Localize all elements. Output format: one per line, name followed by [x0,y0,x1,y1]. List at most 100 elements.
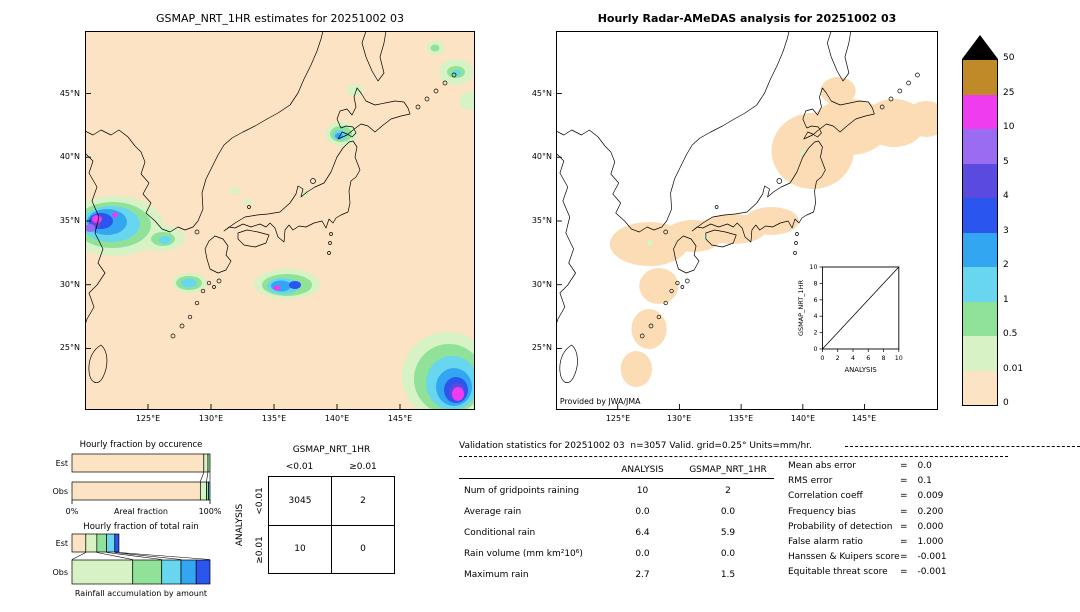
contingency-cell: 10 [294,544,306,554]
x-tick-label: 140°E [790,414,816,423]
x-tick-label: 135°E [261,414,287,423]
colorbar-overflow-triangle [962,35,998,59]
colorbar-segment [963,336,997,371]
credit-text: Provided by JWA/JMA [560,397,641,406]
contingency-col-group-label: GSMAP_NRT_1HR [292,445,371,455]
contingency-col-label: ≥0.01 [349,462,377,472]
x-tick-label: 125°E [135,414,161,423]
contingency-row-group-label: ANALYSIS [235,503,245,547]
stats-row-label: Rain volume (mm km²10⁶) [464,549,583,559]
x-tick-label: 130°E [198,414,224,423]
metric-value: 0.200 [917,507,944,517]
colorbar-segment [963,94,997,129]
totalrain-caption: Rainfall accumulation by amount [75,589,207,598]
metric-value: 0.009 [917,491,944,501]
analysis-rain-blobs [609,77,938,387]
x-tick-label: 130°E [666,414,692,423]
inset-x-tick: 10 [895,354,903,362]
metric-label: Hanssen & Kuipers score [788,552,900,562]
metric-value: 1.000 [917,537,944,547]
y-tick-label: 35°N [531,216,552,225]
x-tick-label: 140°E [324,414,350,423]
x-tick-label: 125°E [605,414,631,423]
metric-row: Mean abs error = 0.0 [788,460,1078,472]
metric-label: Equitable threat score [788,567,888,577]
inset-x-tick: 0 [820,354,824,362]
colorbar-label: 1 [1003,295,1009,305]
inset-x-tick: 2 [836,354,840,362]
stats-title: Validation statistics for 20251002 03 n=… [459,441,812,451]
stats-value-analysis: 0.0 [635,507,650,517]
equals-sign: = [900,507,908,517]
rain-level-8-blobs [92,212,464,401]
inset-y-tick: 4 [813,312,817,320]
inset-y-tick: 2 [813,329,817,337]
inset-y-tick: 8 [813,279,817,287]
inset-x-axis-label: ANALYSIS [845,366,877,374]
stats-value-gsmap: 2 [725,486,731,496]
right-map-title: Hourly Radar-AMeDAS analysis for 2025100… [597,12,897,25]
gsmap-estimate-map [85,31,475,410]
inset-y-tick: 10 [809,263,817,271]
colorbar-label: 4 [1003,191,1009,201]
metric-row: Hanssen & Kuipers score = -0.001 [788,551,1078,563]
y-tick-label: 25°N [531,343,552,352]
inset-y-tick: 0 [813,345,817,353]
stats-col-header: ANALYSIS [621,465,664,475]
radar-amedas-analysis-map: 0 2 4 6 8 10 0 2 4 6 8 10 ANALYSIS GSMAP… [556,31,938,410]
colorbar-segment [963,163,997,198]
metric-row: Probability of detection = 0.000 [788,521,1078,533]
est-row-label: Est [56,539,68,548]
analysis-light-rain-dots [647,150,806,246]
contingency-table: 3045 2 10 0 [268,476,395,574]
metric-label: RMS error [788,476,833,486]
stats-value-gsmap: 0.0 [720,507,736,517]
fraction-charts: Hourly fraction by occurence Est Obs 0% … [52,440,221,598]
metric-row: RMS error = 0.1 [788,475,1078,487]
y-tick-label: 45°N [531,89,552,98]
stats-col-header: GSMAP_NRT_1HR [689,465,767,475]
occurrence-funnel-lines [200,472,211,482]
obs-row-label: Obs [52,568,68,577]
metric-label: Mean abs error [788,461,856,471]
stats-row-label: Conditional rain [464,528,536,538]
metric-label: Correlation coeff [788,491,863,501]
metric-value: 0.0 [917,461,932,471]
inset-scatter-plot: 0 2 4 6 8 10 0 2 4 6 8 10 ANALYSIS GSMAP… [794,259,907,385]
y-tick-label: 35°N [59,216,80,225]
colorbar-label: 5 [1003,157,1009,167]
obs-row-label: Obs [52,487,68,496]
equals-sign: = [900,567,908,577]
stats-value-analysis: 0.0 [635,549,650,559]
occurrence-obs-bar [71,481,211,501]
stats-row-label: Num of gridpoints raining [464,486,580,496]
colorbar [962,35,998,406]
stats-value-gsmap: 1.5 [720,570,736,580]
totalrain-funnel-lines [71,552,211,560]
header-underline [459,478,774,479]
left-map-title: GSMAP_NRT_1HR estimates for 20251002 03 [155,12,405,25]
metric-label: False alarm ratio [788,537,863,547]
colorbar-segment [963,370,997,405]
contingency-row-label: ≥0.01 [255,536,265,564]
colorbar-label: 10 [1003,122,1015,132]
x-tick-label: 135°E [728,414,754,423]
areal-fraction-axis-label: Areal fraction [114,507,168,516]
metric-label: Probability of detection [788,522,893,532]
x-min-label: 0% [66,507,79,516]
stats-value-gsmap: 5.9 [720,528,736,538]
stats-value-analysis: 2.7 [635,570,650,580]
equals-sign: = [900,476,908,486]
contingency-col-label: <0.01 [285,462,314,472]
equals-sign: = [900,461,908,471]
equals-sign: = [900,491,908,501]
metric-value: 0.000 [917,522,944,532]
occurrence-chart-title: Hourly fraction by occurence [80,440,203,450]
colorbar-label: 25 [1003,88,1015,98]
colorbar-label: 3 [1003,226,1009,236]
x-tick-label: 145°E [387,414,413,423]
y-tick-label: 25°N [59,343,80,352]
x-tick-label: 145°E [851,414,877,423]
occurrence-est-bar [71,453,211,473]
